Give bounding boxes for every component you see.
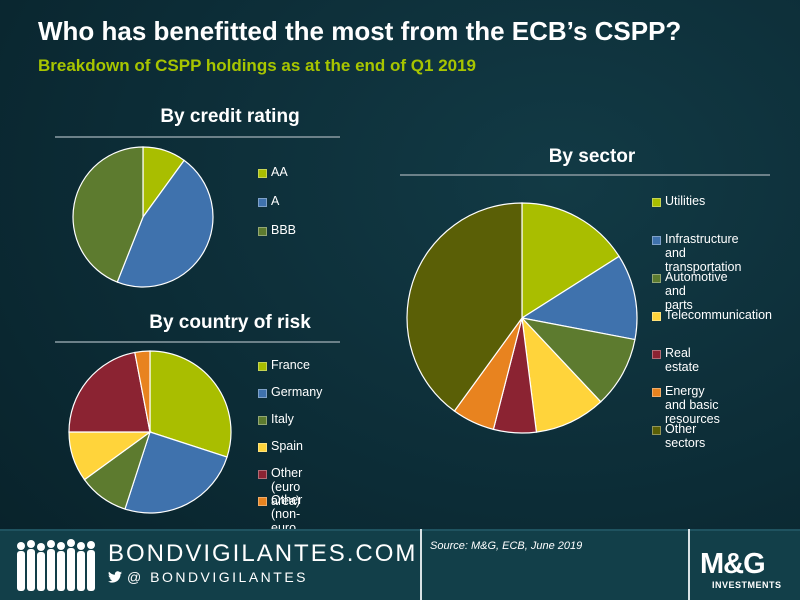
legend-label: AA [271,165,288,179]
twitter-handle: @ BONDVIGILANTES [127,569,309,585]
title-rule [55,136,340,138]
pie-chart-country-of-risk [68,350,232,514]
legend-swatch [652,350,661,359]
pie-slice-automotive-and-parts [520,317,636,403]
legend-swatch [258,198,267,207]
legend-label: Energy and basic resources [665,384,720,426]
title-rule [400,174,770,176]
legend-swatch [258,389,267,398]
legend-label: Utilities [665,194,706,208]
legend-item: Real estate [652,346,699,374]
pie-slice-other-sectors [406,202,523,412]
legend-label: Telecommunication [665,308,772,322]
legend-swatch [258,497,267,506]
legend-item: Spain [258,439,303,453]
twitter-bird-icon [108,571,122,583]
footer-divider [688,529,690,600]
pie-slice-other-euro-area [68,351,151,433]
legend-item: Germany [258,385,322,399]
chart-title-credit-rating: By credit rating [160,106,300,127]
legend-label: Italy [271,412,294,426]
twitter-handle-row[interactable]: @ BONDVIGILANTES [108,569,308,585]
footer-divider [420,529,422,600]
legend-item: Other (euro area) [258,466,302,508]
pie-chart-credit-rating [72,146,214,288]
legend-label: Germany [271,385,323,399]
legend-label: A [271,194,280,208]
legend-item: AA [258,165,288,179]
pie-slice-infrastructure-and-transportation [520,255,638,341]
chart-title-sector: By sector [548,146,636,167]
pie-slice-bbb [72,146,144,283]
legend-swatch [258,443,267,452]
legend-item: Other sectors [652,422,705,450]
pie-slice-france [149,350,232,458]
legend-item: Utilities [652,194,705,208]
mg-logo-subtitle: INVESTMENTS [712,580,782,590]
legend-swatch [652,388,661,397]
pie-slice-other-non-euro-area [134,350,151,433]
legend-swatch [652,236,661,245]
legend-label: Real estate [665,346,700,374]
legend-item: A [258,194,279,208]
brand-name: BONDVIGILANTES.COM [108,540,418,567]
pie-slice-utilities [521,202,620,320]
legend-label: Automotive and parts [665,270,728,312]
page-title: Who has benefitted the most from the ECB… [38,16,682,46]
legend-swatch [652,312,661,321]
legend-label: France [271,358,310,372]
chart-title-country-of-risk: By country of risk [149,312,311,333]
legend-swatch [652,426,661,435]
legend-swatch [652,198,661,207]
legend-swatch [258,362,267,371]
title-rule [55,341,340,343]
legend-item: Infrastructure and transportation [652,232,741,274]
legend-label: Infrastructure and transportation [665,232,742,274]
legend-label: Spain [271,439,303,453]
legend-item: Energy and basic resources [652,384,720,426]
legend-swatch [258,169,267,178]
legend-item: Telecommunication [652,308,772,322]
people-silhouette-icon [17,539,95,591]
pie-chart-sector [406,202,638,434]
pie-slice-a [116,159,214,288]
mg-logo: M&G [700,548,766,580]
pie-slice-telecommunication [521,316,602,433]
legend-item: BBB [258,223,296,237]
page-subtitle: Breakdown of CSPP holdings as at the end… [38,56,477,75]
legend-label: Other (euro area) [271,466,303,508]
legend-label: Other sectors [665,422,706,450]
legend-swatch [258,416,267,425]
legend-swatch [258,470,267,479]
legend-item: France [258,358,310,372]
legend-swatch [258,227,267,236]
legend-label: BBB [271,223,297,237]
legend-item: Automotive and parts [652,270,728,312]
source-note: Source: M&G, ECB, June 2019 [430,540,583,552]
footer-bar [0,529,800,600]
legend-item: Italy [258,412,294,426]
legend-swatch [652,274,661,283]
pie-slice-germany [124,431,228,514]
